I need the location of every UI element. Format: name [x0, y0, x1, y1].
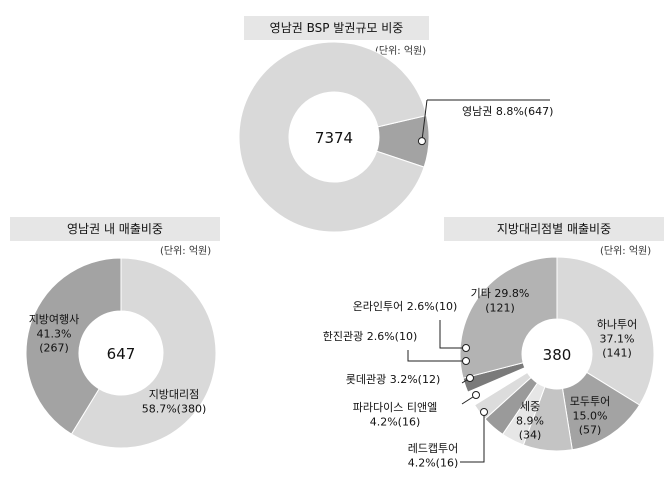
chart3-slice-8 [459, 256, 558, 379]
chart2-center-total: 647 [107, 345, 136, 363]
chart2-title: 영남권 내 매출비중 [67, 222, 163, 236]
chart3-leader-dot-0 [462, 344, 470, 352]
chart1-slice-label: 영남권 8.8%(647) [462, 105, 553, 118]
chart3-slice-label-6: 한진관광 2.6%(10) [323, 330, 418, 343]
chart3-slice-label-4: 파라다이스 티앤엘 4.2%(16) [353, 401, 437, 428]
chart3-slice-label-4-line: 파라다이스 티앤엘 [353, 401, 437, 414]
chart3-slice-label-8: 기타 29.8% (121) [471, 287, 530, 314]
chart3-slice-label-2-line: (34) [519, 429, 542, 442]
chart3-unit: (단위: 억원) [600, 246, 652, 257]
chart3-slice-label-3: 레드캡투어 4.2%(16) [408, 442, 459, 469]
chart2-slice-label-1-line: (267) [39, 342, 69, 355]
chart3-slice-label-1-line: 모두투어 [570, 395, 610, 408]
chart3-center-total: 380 [543, 346, 572, 364]
chart1-leader-dot [417, 137, 426, 146]
chart3-slice-label-2: 세중 8.9% (34) [516, 400, 544, 442]
chart3-leader-dot-2 [466, 374, 474, 382]
chart3-slice-label-2-line: 세중 [520, 400, 540, 413]
chart3-slice-label-3-line: 레드캡투어 [408, 442, 459, 455]
chart1-title: 영남권 BSP 발권규모 비중 [269, 21, 404, 35]
chart3-slice-label-7: 온라인투어 2.6%(10) [353, 300, 458, 313]
chart1-center-total: 7374 [315, 129, 353, 147]
chart2-slice-label-0-line: 지방대리점 [149, 388, 200, 401]
chart3-slice-label-5: 롯데관광 3.2%(12) [346, 373, 441, 386]
chart3-slice-label-6-line: 한진관광 2.6%(10) [323, 330, 418, 343]
chart2-slice-label-0-line: 58.7%(380) [142, 402, 207, 415]
chart1-unit: (단위: 억원) [375, 46, 427, 57]
chart3-slice-label-7-line: 온라인투어 2.6%(10) [353, 300, 458, 313]
chart3-leader-dot-3 [472, 391, 480, 399]
chart3-slice-label-0: 하나투어 37.1% (141) [597, 317, 637, 360]
chart3-title: 지방대리점별 매출비중 [496, 222, 612, 236]
chart3-leader-line-0 [439, 320, 466, 349]
chart3-slice-label-0-line: 37.1% [600, 332, 635, 345]
chart3-slice-label-4-line: 4.2%(16) [370, 415, 421, 428]
chart3-slice-label-0-line: (141) [602, 347, 632, 360]
chart2-slice-label-0: 지방대리점 58.7%(380) [142, 388, 207, 415]
chart3-slice-label-1: 모두투어 15.0% (57) [570, 395, 610, 437]
chart2-slice-label-1-line: 41.3% [37, 327, 72, 340]
chart3-slice-label-3-line: 4.2%(16) [408, 456, 459, 469]
chart3-leader-dot-1 [462, 357, 470, 365]
chart3-slice-label-8-line: 기타 29.8% [471, 287, 530, 300]
chart3-leader-dot-4 [480, 408, 488, 416]
chart2-slice-label-1: 지방여행사 41.3% (267) [29, 313, 80, 355]
chart3-slice-label-8-line: (121) [485, 301, 515, 314]
chart3-slice-label-2-line: 8.9% [516, 414, 544, 427]
chart1-slice-1 [238, 41, 428, 233]
chart3-leader-line-1 [407, 350, 466, 362]
chart2-slice-label-1-line: 지방여행사 [29, 313, 80, 326]
chart3-slice-label-1-line: 15.0% [573, 409, 608, 422]
chart3-slice-label-1-line: (57) [579, 424, 602, 437]
chart2-slice-1 [25, 257, 122, 435]
chart3-slice-label-5-line: 롯데관광 3.2%(12) [346, 373, 441, 386]
chart2-unit: (단위: 억원) [160, 246, 212, 257]
chart2-title-bar: 영남권 내 매출비중 [10, 217, 220, 241]
chart1-leader-line [421, 99, 428, 142]
chart3-slice-label-0-line: 하나투어 [597, 317, 637, 331]
chart3-slice-0 [556, 256, 655, 406]
chart3-title-bar: 지방대리점별 매출비중 [444, 217, 664, 241]
chart1-title-bar: 영남권 BSP 발권규모 비중 [244, 16, 429, 40]
chart2-slice-0 [70, 257, 217, 449]
chart3-leader-line-4 [460, 412, 485, 463]
